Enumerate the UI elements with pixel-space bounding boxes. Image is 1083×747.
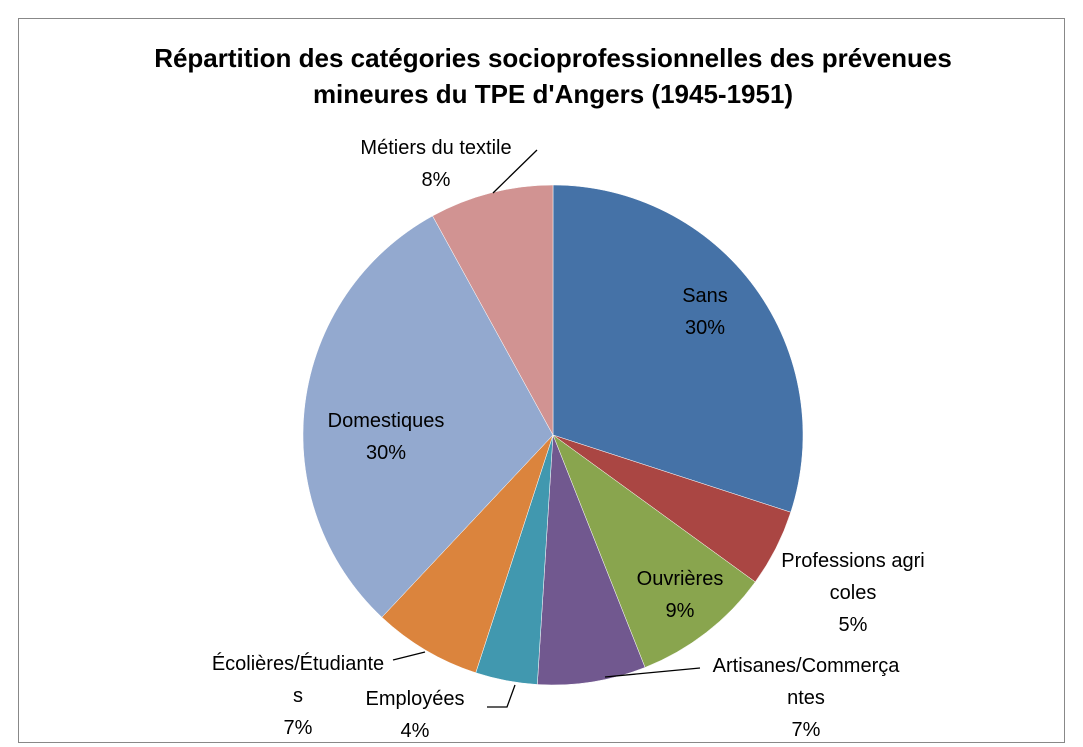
pie-slice bbox=[552, 184, 804, 513]
data-label: Domestiques 30% bbox=[306, 405, 466, 469]
category-label: Domestiques bbox=[327, 410, 445, 432]
leader-line bbox=[604, 667, 701, 678]
leader-line bbox=[392, 651, 426, 661]
pie-slice bbox=[552, 434, 756, 668]
category-label: Sans bbox=[682, 285, 728, 307]
category-label: Écolières/Étudiantes bbox=[211, 653, 385, 707]
pie-slice bbox=[381, 434, 554, 674]
category-label: Artisanes/Commerçantes bbox=[712, 655, 900, 709]
data-label: Professions agricoles 5% bbox=[778, 545, 928, 641]
data-label: Écolières/Étudiantes 7% bbox=[207, 648, 389, 744]
value-label: 5% bbox=[838, 614, 868, 636]
pie-slice bbox=[537, 434, 646, 686]
value-label: 7% bbox=[283, 717, 313, 739]
category-label: Métiers du textile bbox=[360, 137, 512, 159]
data-label: Ouvrières 9% bbox=[620, 563, 740, 627]
value-label: 8% bbox=[421, 169, 451, 191]
chart-frame bbox=[18, 18, 1065, 743]
chart-title: Répartition des catégories socioprofessi… bbox=[154, 43, 952, 109]
value-label: 9% bbox=[665, 600, 695, 622]
pie-slice bbox=[302, 215, 554, 618]
leader-line bbox=[487, 684, 516, 708]
data-label: Artisanes/Commerçantes 7% bbox=[711, 650, 901, 746]
category-label: Professions agricoles bbox=[781, 550, 925, 604]
value-label: 7% bbox=[791, 719, 821, 741]
value-label: 30% bbox=[684, 317, 726, 339]
category-label: Ouvrières bbox=[636, 568, 724, 590]
pie-slice bbox=[432, 184, 554, 436]
value-label: 4% bbox=[400, 720, 430, 742]
data-label: Métiers du textile 8% bbox=[326, 132, 546, 196]
leader-line bbox=[492, 149, 538, 194]
value-label: 30% bbox=[365, 442, 407, 464]
category-label: Employées bbox=[365, 688, 465, 710]
data-label: Employées 4% bbox=[355, 683, 475, 747]
data-label: Sans 30% bbox=[645, 280, 765, 344]
